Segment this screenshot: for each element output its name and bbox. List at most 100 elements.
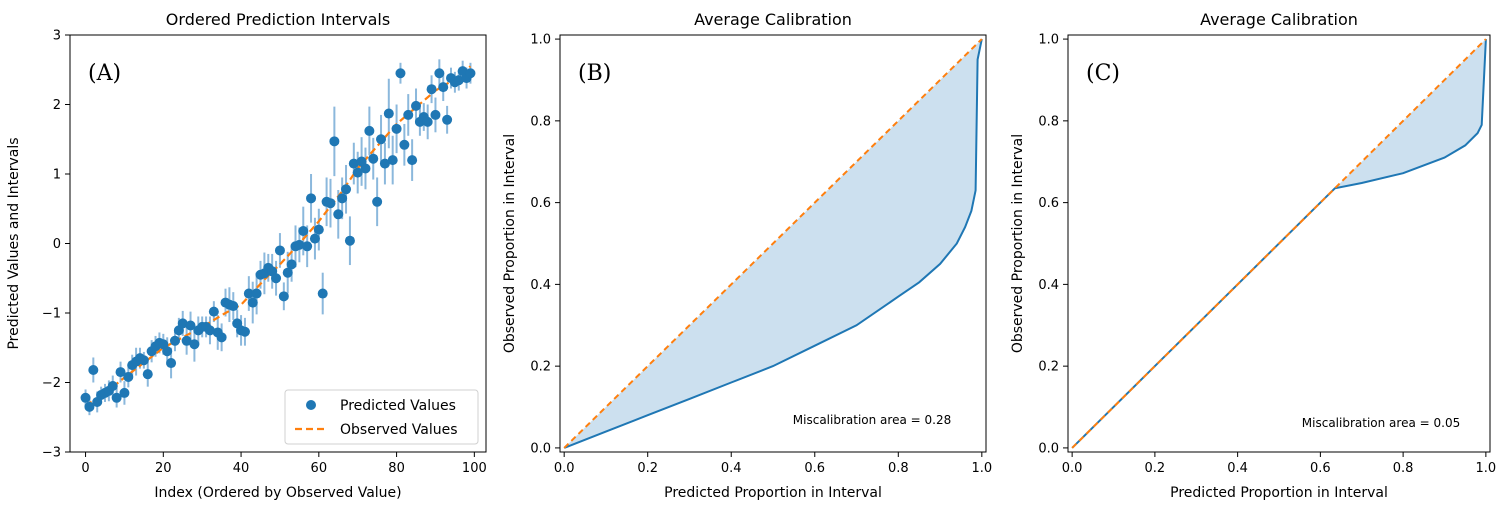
predicted-point <box>317 288 328 299</box>
predicted-point <box>162 346 173 357</box>
x-tick-label: 0.2 <box>637 461 658 476</box>
x-tick-label: 80 <box>388 461 405 476</box>
predicted-point <box>294 239 305 250</box>
x-tick-label: 0 <box>81 461 89 476</box>
y-tick-label: 0.0 <box>1038 441 1059 456</box>
x-axis-label: Predicted Proportion in Interval <box>664 485 882 501</box>
y-tick-label: 0.8 <box>1038 114 1059 129</box>
predicted-point <box>364 125 375 136</box>
legend-label-observed: Observed Values <box>340 422 458 438</box>
y-tick-label: 0.0 <box>530 441 551 456</box>
panel-label: (B) <box>578 61 611 86</box>
predicted-point <box>442 114 453 125</box>
panel-label: (A) <box>88 61 121 86</box>
x-tick-label: 60 <box>311 461 328 476</box>
y-tick-label: 0.6 <box>1038 196 1059 211</box>
chart-panel-2: Average Calibration 0.0 0.2 0.4 0.6 0.8 1.0 0.0… <box>1010 10 1496 501</box>
predicted-point <box>430 109 441 120</box>
chart-panel-1: Average Calibration 0.0 0.2 0.4 0.6 0.8 1.0 0.0… <box>502 10 992 501</box>
predicted-point <box>115 367 126 378</box>
chart-title: Ordered Prediction Intervals <box>166 10 390 29</box>
predicted-point <box>309 233 320 244</box>
predicted-point <box>387 155 398 166</box>
predicted-point <box>352 167 363 178</box>
y-tick-label: 0.2 <box>1038 360 1059 375</box>
predicted-point <box>325 198 336 209</box>
y-tick-label: 0.4 <box>1038 278 1059 293</box>
x-tick-label: 0.6 <box>804 461 825 476</box>
predicted-point <box>337 193 348 204</box>
calibration-curve <box>563 38 983 449</box>
x-tick-label: 0.8 <box>888 461 909 476</box>
predicted-point <box>395 68 406 79</box>
x-tick-label: 0.4 <box>721 461 742 476</box>
predicted-point <box>278 291 289 302</box>
predicted-point <box>399 139 410 150</box>
predicted-point <box>181 335 192 346</box>
predicted-point <box>111 392 122 403</box>
predicted-point <box>282 267 293 278</box>
y-tick-label: 1.0 <box>1038 33 1059 48</box>
ideal-calibration-line <box>563 38 983 449</box>
x-tick-label: 1.0 <box>1476 461 1497 476</box>
x-axis-label: Predicted Proportion in Interval <box>1170 485 1388 501</box>
predicted-point <box>306 193 317 204</box>
legend-frame <box>284 389 479 445</box>
predicted-point <box>438 82 449 93</box>
predicted-point <box>177 318 188 329</box>
predicted-point <box>403 109 414 120</box>
predicted-point <box>329 136 340 147</box>
x-tick-label: 100 <box>462 461 487 476</box>
predicted-point <box>251 288 262 299</box>
predicted-point <box>344 235 355 246</box>
predicted-point <box>313 224 324 235</box>
y-tick-label: 0.4 <box>530 278 551 293</box>
predicted-point <box>341 184 352 195</box>
predicted-point <box>239 326 250 337</box>
miscalibration-annotation: Miscalibration area = 0.28 <box>793 413 951 427</box>
predicted-point <box>348 158 359 169</box>
x-tick-label: 0.0 <box>1062 461 1083 476</box>
predicted-point <box>333 209 344 220</box>
miscalibration-annotation: Miscalibration area = 0.05 <box>1302 416 1460 430</box>
y-tick-label: 0 <box>53 237 61 252</box>
predicted-point <box>274 245 285 256</box>
axes-frame <box>69 34 487 453</box>
panel-label: (C) <box>1086 61 1120 86</box>
axes-frame <box>559 34 987 453</box>
predicted-point <box>123 371 134 382</box>
predicted-point <box>166 358 177 369</box>
predicted-point <box>302 241 313 252</box>
y-axis-label: Observed Proportion in Interval <box>1010 134 1026 353</box>
predicted-point <box>286 259 297 270</box>
predicted-point <box>360 163 371 174</box>
predicted-point <box>142 369 153 380</box>
x-axis-label: Index (Ordered by Observed Value) <box>154 485 401 501</box>
predicted-point <box>465 68 476 79</box>
ideal-calibration-line <box>1071 38 1487 449</box>
predicted-point <box>411 100 422 111</box>
predicted-point <box>426 84 437 95</box>
legend-marker-predicted <box>306 400 316 410</box>
predicted-point <box>228 301 239 312</box>
y-tick-label: −2 <box>42 376 61 391</box>
predicted-point <box>204 325 215 336</box>
predicted-point <box>208 306 219 317</box>
x-tick-label: 1.0 <box>971 461 992 476</box>
predicted-point <box>434 68 445 79</box>
y-tick-label: −3 <box>42 446 61 461</box>
predicted-point <box>453 75 464 86</box>
legend-label-predicted: Predicted Values <box>340 398 456 414</box>
predicted-point <box>298 225 309 236</box>
predicted-point <box>243 288 254 299</box>
predicted-point <box>271 273 282 284</box>
y-axis-label: Predicted Values and Intervals <box>6 137 22 349</box>
predicted-point <box>80 392 91 403</box>
predicted-point <box>368 153 379 164</box>
y-axis-label: Observed Proportion in Interval <box>502 134 518 353</box>
x-tick-label: 0.2 <box>1145 461 1166 476</box>
predicted-point <box>84 401 95 412</box>
